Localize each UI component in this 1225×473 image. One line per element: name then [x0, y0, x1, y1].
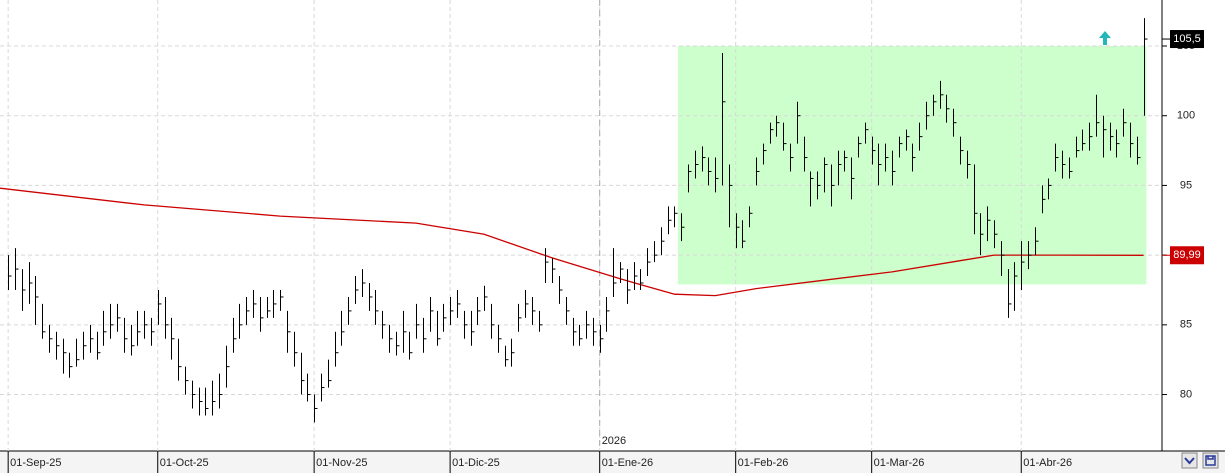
y-tick-label: 95: [1180, 179, 1192, 191]
signal-arrow: [1099, 31, 1111, 45]
x-tick-label: 01-Nov-25: [316, 457, 367, 469]
moving-average-line: [0, 187, 1144, 297]
scroll-icon: [1184, 457, 1195, 465]
price-label: 105,5: [1173, 33, 1201, 45]
year-label: 2026: [602, 435, 626, 447]
x-tick-label: 01-Abr-26: [1023, 457, 1072, 469]
price-badge: [1170, 30, 1204, 49]
y-tick-label: 100: [1177, 110, 1195, 122]
x-tick-label: 01-Mar-26: [874, 457, 925, 469]
x-tick-label: 01-Oct-25: [160, 457, 209, 469]
plot-area: [0, 0, 1162, 451]
price-badge: [1170, 246, 1204, 265]
x-tick-label: 01-Sep-25: [10, 457, 61, 469]
price-label: 89,99: [1173, 249, 1201, 261]
y-tick-label: 80: [1180, 388, 1192, 400]
x-axis-band: [0, 451, 1225, 473]
x-tick-label: 01-Ene-26: [602, 457, 653, 469]
y-tick-label: 85: [1180, 319, 1192, 331]
scroll-button[interactable]: [1181, 452, 1198, 469]
x-tick-label: 01-Dic-25: [452, 457, 500, 469]
x-tick-label: 01-Feb-26: [738, 457, 789, 469]
save-icon: [1205, 455, 1216, 466]
